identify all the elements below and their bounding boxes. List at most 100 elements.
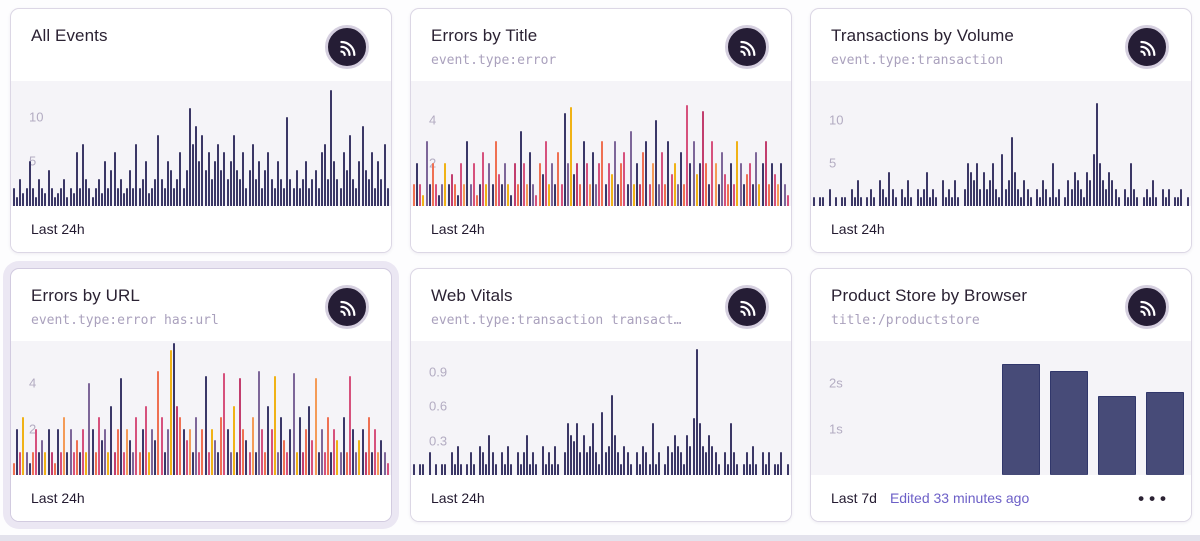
chart-bar — [298, 417, 301, 475]
chart-bar — [576, 423, 579, 475]
widget-card-all-events[interactable]: All Events 5 10 Last 24h — [10, 8, 392, 253]
chart-bar — [1017, 188, 1020, 206]
chart-bar — [592, 152, 595, 206]
chart-bar — [122, 451, 125, 475]
chart-bar — [308, 405, 311, 475]
chart-bar — [374, 428, 377, 475]
chart-bar — [460, 463, 463, 475]
chart-bar — [207, 451, 210, 475]
chart-bar — [333, 428, 336, 475]
chart-bar — [926, 171, 929, 206]
chart-bar — [683, 184, 686, 206]
chart-bar — [995, 188, 998, 206]
chart-bar — [1051, 162, 1054, 206]
chart-bar — [383, 451, 386, 475]
chart-bar — [516, 452, 519, 475]
chart-bar — [1057, 188, 1060, 206]
next-row-edge — [0, 535, 1200, 541]
chart-bar — [78, 188, 81, 206]
overflow-menu-button[interactable]: ••• — [1138, 488, 1171, 508]
chart-bar — [264, 170, 267, 206]
chart-bar — [554, 184, 557, 206]
widget-footer: Last 24h — [811, 206, 1191, 252]
chart-bar — [714, 452, 717, 475]
chart-bar — [1050, 371, 1088, 475]
chart-bar — [507, 446, 510, 475]
chart-bar — [157, 371, 160, 475]
chart-bar — [345, 451, 348, 475]
sentry-logo-icon — [1125, 285, 1169, 329]
chart-bar — [441, 184, 444, 206]
chart-bar — [69, 188, 72, 206]
chart-bar — [856, 180, 859, 206]
chart-bar — [245, 188, 248, 206]
widget-footer: Last 24h — [411, 206, 791, 252]
time-range-label: Last 24h — [31, 490, 85, 506]
widget-card-errors-by-url[interactable]: Errors by URL event.type:error has:url 2… — [10, 268, 392, 522]
widget-query — [31, 53, 321, 68]
chart-bar — [1086, 171, 1089, 206]
chart-bar — [482, 152, 485, 206]
time-range-label: Last 7d — [831, 490, 877, 506]
chart-bar — [416, 162, 419, 206]
chart-bar — [585, 162, 588, 206]
chart-bar — [151, 428, 154, 475]
chart-bar — [235, 170, 238, 206]
chart-bar — [610, 173, 613, 206]
chart-bar — [232, 134, 235, 206]
chart-bar — [783, 184, 786, 206]
chart-bar — [1155, 197, 1158, 206]
sentry-logo-icon — [325, 25, 369, 69]
chart-bar — [1164, 197, 1167, 206]
chart-bar — [85, 451, 88, 475]
chart-bar — [957, 197, 960, 206]
chart-bar — [494, 141, 497, 206]
chart-bar — [566, 423, 569, 475]
chart-bar — [419, 463, 422, 475]
chart-bar — [226, 428, 229, 475]
time-range-label: Last 24h — [431, 490, 485, 506]
chart-bar — [358, 161, 361, 206]
chart-bar — [673, 162, 676, 206]
sentry-logo-icon — [725, 25, 769, 69]
chart-bar — [648, 463, 651, 475]
chart-bar — [507, 184, 510, 206]
chart-bar — [126, 188, 129, 206]
chart-bar — [526, 184, 529, 206]
widget-card-errors-by-title[interactable]: Errors by Title event.type:error 24 Last… — [410, 8, 792, 253]
chart-bar — [941, 180, 944, 206]
chart-bar — [450, 452, 453, 475]
chart-bar — [935, 197, 938, 206]
chart-bar — [598, 463, 601, 475]
widget-title: Product Store by Browser — [831, 286, 1028, 305]
chart-bar — [267, 152, 270, 206]
chart-bar — [786, 195, 789, 206]
chart-bar — [472, 463, 475, 475]
widget-query: event.type:error — [431, 53, 557, 68]
widget-card-web-vitals[interactable]: Web Vitals event.type:transaction transa… — [410, 268, 792, 522]
chart-bar — [254, 179, 257, 206]
widget-card-transactions-by-volume[interactable]: Transactions by Volume event.type:transa… — [810, 8, 1192, 253]
chart-bar — [777, 463, 780, 475]
chart-bar — [374, 188, 377, 206]
widget-card-product-store-by-browser[interactable]: Product Store by Browser title:/products… — [810, 268, 1192, 522]
chart-bar — [604, 184, 607, 206]
chart-bar — [541, 173, 544, 206]
chart-bar — [626, 452, 629, 475]
edited-time-link[interactable]: Edited 33 minutes ago — [889, 490, 1030, 506]
chart-bar — [270, 428, 273, 475]
chart-bar — [298, 188, 301, 206]
chart-bar — [579, 452, 582, 475]
chart-bar — [207, 152, 210, 206]
chart-bar — [314, 170, 317, 206]
chart-bar — [97, 417, 100, 475]
chart-bar — [904, 197, 907, 206]
chart-bar — [1174, 197, 1177, 206]
chart-bar — [667, 141, 670, 206]
chart-bar — [822, 197, 825, 206]
chart-bar — [195, 417, 198, 475]
y-axis-tick-label: 1s — [829, 421, 843, 437]
chart-bar — [56, 192, 59, 206]
chart-bar — [60, 188, 63, 206]
chart-bar — [472, 162, 475, 206]
